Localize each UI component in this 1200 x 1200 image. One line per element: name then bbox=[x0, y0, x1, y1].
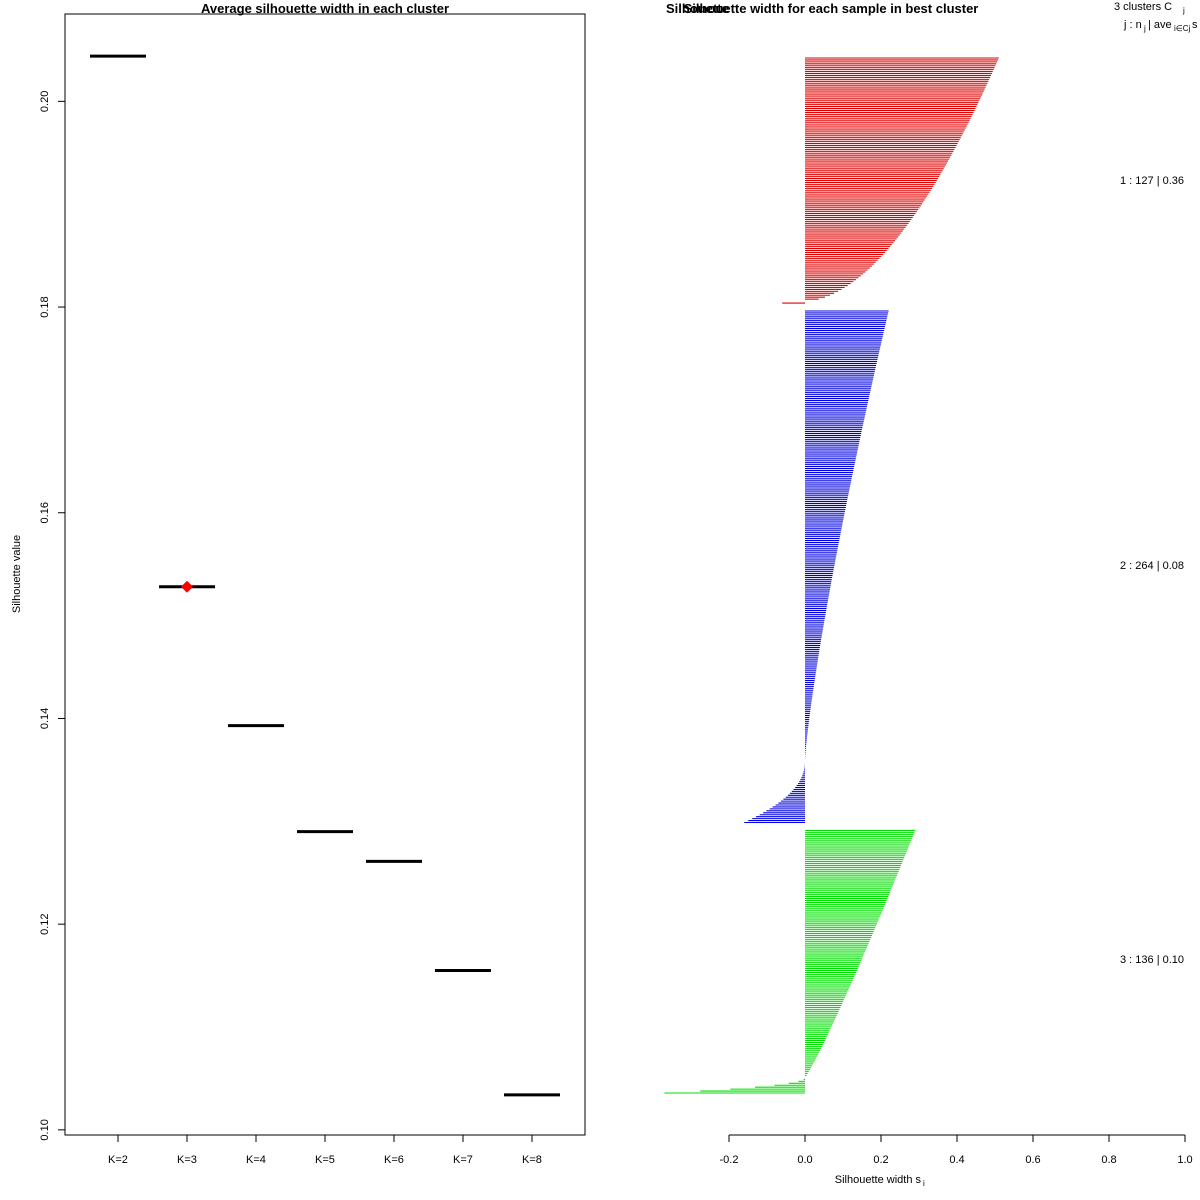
cluster-3-bars bbox=[664, 829, 916, 1094]
best-k-marker bbox=[181, 580, 193, 593]
left-y-tick-label-4: 0.18 bbox=[39, 296, 51, 317]
left-x-tick-label-K=6: K=6 bbox=[384, 1154, 404, 1166]
left-chart-title: Average silhouette width in each cluster bbox=[201, 1, 449, 16]
cluster-2-summary: 2 : 264 | 0.08 bbox=[1120, 560, 1184, 572]
left-x-axis: K=2 K=3 K=4 K=5 K=6 K=7 K=8 bbox=[108, 1134, 542, 1166]
left-plot-frame bbox=[64, 13, 586, 1136]
left-marks bbox=[90, 54, 560, 1097]
left-y-tick-label-2: 0.14 bbox=[39, 708, 51, 729]
right-chart-title-overlap: Silhouette bbox=[666, 1, 729, 16]
right-x-tick-label-5: 0.8 bbox=[1101, 1154, 1116, 1166]
cluster-1-summary: 1 : 127 | 0.36 bbox=[1120, 175, 1184, 187]
cluster-legend-header: 3 clusters C j j : n j | ave i∈Cj s bbox=[1114, 1, 1198, 33]
left-x-tick-label-K=2: K=2 bbox=[108, 1154, 128, 1166]
cluster-3-summary: 3 : 136 | 0.10 bbox=[1120, 954, 1184, 966]
right-x-tick-label-3: 0.4 bbox=[949, 1154, 964, 1166]
legend-header-line2-a: j : n bbox=[1123, 19, 1142, 31]
right-x-tick-label-4: 0.6 bbox=[1025, 1154, 1040, 1166]
legend-header-line2-b: | ave bbox=[1148, 19, 1172, 31]
right-x-tick-label-0: -0.2 bbox=[720, 1154, 739, 1166]
right-x-axis-label-sub: i bbox=[923, 1179, 925, 1188]
left-x-tick-label-K=5: K=5 bbox=[315, 1154, 335, 1166]
right-panel: Silhouette Silhouette width for each sam… bbox=[664, 1, 1198, 1188]
left-x-tick-label-K=4: K=4 bbox=[246, 1154, 266, 1166]
left-y-axis: 0.10 0.12 0.14 0.16 0.18 0.20 bbox=[39, 91, 66, 1141]
right-x-tick-label-6: 1.0 bbox=[1177, 1154, 1192, 1166]
left-y-axis-label: Silhouette value bbox=[11, 535, 23, 613]
right-x-tick-label-1: 0.0 bbox=[797, 1154, 812, 1166]
legend-header-line1: 3 clusters C bbox=[1114, 1, 1172, 13]
left-panel: Average silhouette width in each cluster… bbox=[11, 1, 586, 1166]
right-x-tick-label-2: 0.2 bbox=[873, 1154, 888, 1166]
legend-header-line2-c: s bbox=[1192, 19, 1198, 31]
legend-header-line1-sub: j bbox=[1182, 6, 1185, 15]
left-y-tick-label-5: 0.20 bbox=[39, 91, 51, 112]
legend-header-line2-sub1: j bbox=[1143, 24, 1146, 33]
cluster-2-bars bbox=[744, 310, 889, 824]
right-x-axis: -0.2 0.0 0.2 0.4 0.6 0.8 1.0 bbox=[720, 1134, 1193, 1166]
left-y-tick-label-1: 0.12 bbox=[39, 913, 51, 934]
left-x-tick-label-K=8: K=8 bbox=[522, 1154, 542, 1166]
left-x-tick-label-K=3: K=3 bbox=[177, 1154, 197, 1166]
cluster-1-bars bbox=[782, 57, 999, 304]
silhouette-bars bbox=[664, 57, 999, 1094]
right-chart-title: Silhouette width for each sample in best… bbox=[684, 1, 979, 16]
left-y-tick-label-0: 0.10 bbox=[39, 1119, 51, 1140]
left-x-tick-label-K=7: K=7 bbox=[453, 1154, 473, 1166]
legend-header-line2-sub2: i∈Cj bbox=[1174, 24, 1191, 33]
right-x-axis-label: Silhouette width s bbox=[835, 1174, 922, 1186]
left-y-tick-label-3: 0.16 bbox=[39, 502, 51, 523]
